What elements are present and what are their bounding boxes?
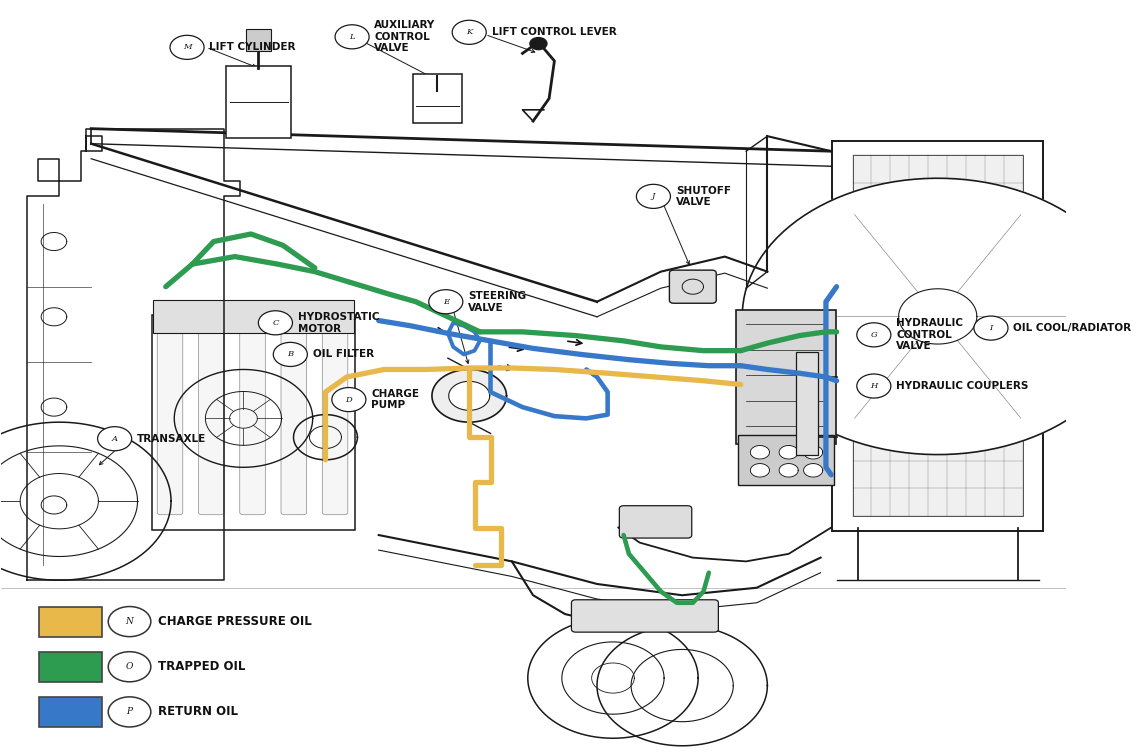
Text: OIL FILTER: OIL FILTER (313, 349, 374, 360)
Circle shape (751, 464, 769, 477)
FancyBboxPatch shape (1, 1, 1066, 753)
FancyBboxPatch shape (157, 329, 183, 515)
FancyBboxPatch shape (832, 141, 1043, 531)
FancyBboxPatch shape (281, 329, 307, 515)
Text: K: K (466, 29, 472, 36)
Circle shape (779, 464, 799, 477)
FancyBboxPatch shape (413, 74, 462, 124)
Text: B: B (288, 351, 293, 358)
Text: TRANSAXLE: TRANSAXLE (137, 434, 207, 443)
Text: J: J (652, 192, 655, 201)
Text: C: C (273, 319, 278, 326)
Circle shape (857, 323, 891, 347)
FancyBboxPatch shape (796, 352, 818, 455)
FancyBboxPatch shape (152, 314, 355, 530)
Circle shape (803, 446, 823, 459)
FancyBboxPatch shape (39, 697, 102, 727)
FancyBboxPatch shape (572, 599, 719, 632)
Circle shape (751, 446, 769, 459)
Text: G: G (871, 331, 877, 339)
FancyBboxPatch shape (620, 506, 691, 538)
Text: L: L (349, 33, 355, 41)
Text: LIFT CYLINDER: LIFT CYLINDER (210, 42, 296, 52)
Circle shape (108, 651, 151, 682)
Circle shape (274, 342, 307, 366)
Text: O: O (126, 662, 133, 671)
Circle shape (258, 311, 292, 335)
FancyBboxPatch shape (852, 155, 1023, 516)
Circle shape (170, 35, 204, 60)
Circle shape (429, 290, 463, 314)
Circle shape (332, 388, 366, 412)
FancyBboxPatch shape (39, 651, 102, 682)
Circle shape (432, 369, 507, 422)
Text: M: M (183, 44, 192, 51)
Circle shape (448, 382, 489, 410)
FancyBboxPatch shape (736, 310, 835, 444)
Text: SHUTOFF
VALVE: SHUTOFF VALVE (675, 185, 730, 207)
Text: HYDRAULIC COUPLERS: HYDRAULIC COUPLERS (896, 381, 1028, 391)
Circle shape (803, 464, 823, 477)
Circle shape (335, 25, 370, 49)
Text: STEERING
VALVE: STEERING VALVE (468, 291, 526, 313)
Text: CHARGE
PUMP: CHARGE PUMP (371, 389, 419, 410)
FancyBboxPatch shape (240, 329, 266, 515)
FancyBboxPatch shape (199, 329, 224, 515)
Text: LIFT CONTROL LEVER: LIFT CONTROL LEVER (492, 27, 616, 37)
Text: OIL COOL/RADIATOR: OIL COOL/RADIATOR (1013, 323, 1132, 333)
Text: E: E (443, 298, 448, 305)
Text: RETURN OIL: RETURN OIL (159, 706, 238, 719)
FancyBboxPatch shape (670, 270, 717, 303)
Circle shape (974, 316, 1008, 340)
Text: AUXILIARY
CONTROL
VALVE: AUXILIARY CONTROL VALVE (374, 20, 436, 54)
FancyBboxPatch shape (153, 300, 354, 333)
FancyBboxPatch shape (322, 329, 348, 515)
Text: P: P (127, 707, 132, 716)
Circle shape (452, 20, 486, 44)
Text: HYDRAULIC
CONTROL
VALVE: HYDRAULIC CONTROL VALVE (896, 318, 963, 351)
Text: H: H (871, 382, 877, 390)
Circle shape (108, 606, 151, 636)
Text: TRAPPED OIL: TRAPPED OIL (159, 661, 245, 673)
Text: N: N (126, 617, 133, 626)
Text: A: A (112, 435, 118, 443)
Text: HYDROSTATIC
MOTOR: HYDROSTATIC MOTOR (298, 312, 379, 333)
FancyBboxPatch shape (226, 66, 291, 139)
Circle shape (779, 446, 799, 459)
FancyBboxPatch shape (737, 435, 834, 485)
FancyBboxPatch shape (245, 29, 272, 51)
Text: CHARGE PRESSURE OIL: CHARGE PRESSURE OIL (159, 615, 311, 628)
Circle shape (529, 38, 547, 50)
Circle shape (98, 427, 131, 451)
FancyBboxPatch shape (39, 606, 102, 636)
Circle shape (637, 184, 671, 208)
Circle shape (743, 178, 1133, 455)
Circle shape (857, 374, 891, 398)
Text: D: D (346, 396, 353, 403)
Circle shape (108, 697, 151, 727)
Text: I: I (989, 324, 993, 332)
